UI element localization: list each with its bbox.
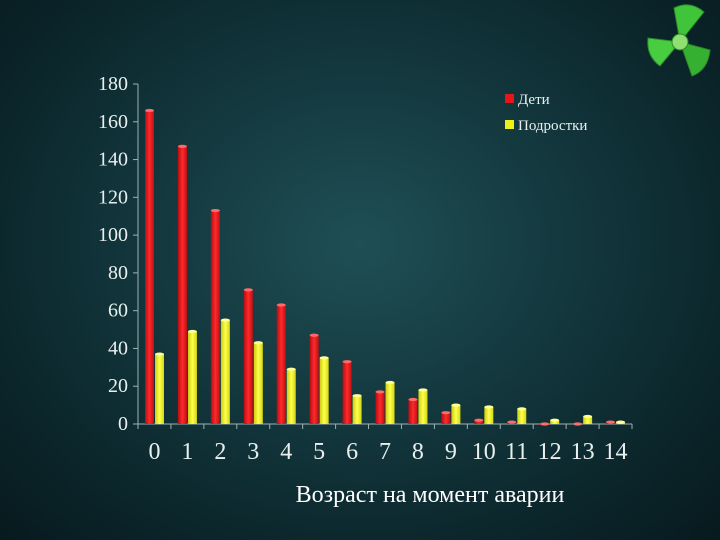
x-tick-label: 7 — [379, 439, 391, 465]
bar-deti — [177, 144, 187, 425]
bars — [145, 108, 626, 426]
bar-deti — [408, 397, 418, 424]
bar-deti — [243, 288, 253, 424]
x-tick-label: 4 — [280, 439, 292, 465]
legend-swatch — [505, 120, 514, 129]
y-tick-label: 100 — [98, 224, 128, 246]
bar-deti — [474, 418, 484, 424]
x-tick-label: 12 — [538, 439, 562, 465]
y-tick-label: 180 — [98, 73, 128, 95]
bar-podrostki — [385, 380, 395, 424]
bar-podrostki — [418, 388, 428, 424]
x-tick-label: 14 — [604, 439, 628, 465]
x-tick-label: 2 — [214, 439, 226, 465]
bar-podrostki — [352, 394, 362, 424]
x-tick-label: 1 — [181, 439, 193, 465]
legend: Дети Подростки — [505, 92, 587, 134]
y-tick-label: 0 — [118, 413, 128, 435]
bar-podrostki — [451, 403, 461, 424]
bar-podrostki — [616, 420, 626, 424]
x-tick-labels: 0 1 2 3 4 5 6 7 8 9 10 11 12 13 14 — [148, 439, 627, 465]
bar-podrostki — [550, 418, 560, 424]
bar-deti — [540, 422, 550, 426]
x-tick-label: 0 — [148, 439, 160, 465]
bar-podrostki — [220, 318, 230, 424]
x-tick-label: 11 — [505, 439, 528, 465]
bar-deti — [606, 420, 616, 424]
bar-deti — [507, 420, 517, 424]
x-axis-label: Возраст на момент аварии — [296, 482, 565, 508]
y-tick-label: 120 — [98, 186, 128, 208]
bar-podrostki — [484, 405, 494, 424]
y-tick-label: 20 — [108, 375, 128, 397]
bar-podrostki — [155, 352, 164, 424]
x-tick-label: 5 — [313, 439, 325, 465]
bar-deti — [375, 390, 385, 424]
x-tick-label: 10 — [472, 439, 496, 465]
bar-deti — [441, 411, 451, 424]
bar-deti — [573, 422, 583, 426]
axes — [133, 83, 633, 429]
bar-podrostki — [583, 414, 593, 424]
x-tick-label: 8 — [412, 439, 424, 465]
y-tick-label: 80 — [108, 262, 128, 284]
legend-swatch — [505, 94, 514, 103]
green-propeller-logo-icon — [647, 4, 711, 77]
legend-label: Подростки — [518, 118, 587, 134]
y-tick-labels: 0 20 40 60 80 100 120 140 160 180 — [98, 73, 128, 435]
bar-podrostki — [187, 329, 197, 424]
bar-deti — [309, 333, 319, 424]
y-tick-label: 140 — [98, 149, 128, 171]
bar-deti — [210, 208, 220, 424]
bar-deti — [145, 108, 154, 424]
bar-deti — [276, 303, 286, 424]
x-tick-label: 9 — [445, 439, 457, 465]
x-tick-label: 3 — [247, 439, 259, 465]
y-tick-label: 40 — [108, 337, 128, 359]
bar-podrostki — [286, 367, 296, 424]
x-tick-label: 6 — [346, 439, 358, 465]
bar-podrostki — [517, 407, 527, 424]
y-tick-label: 60 — [108, 300, 128, 322]
bar-podrostki — [253, 341, 263, 424]
x-tick-label: 13 — [571, 439, 595, 465]
y-tick-label: 160 — [98, 111, 128, 133]
bar-podrostki — [319, 356, 329, 424]
bar-deti — [342, 360, 352, 424]
legend-label: Дети — [518, 92, 550, 108]
